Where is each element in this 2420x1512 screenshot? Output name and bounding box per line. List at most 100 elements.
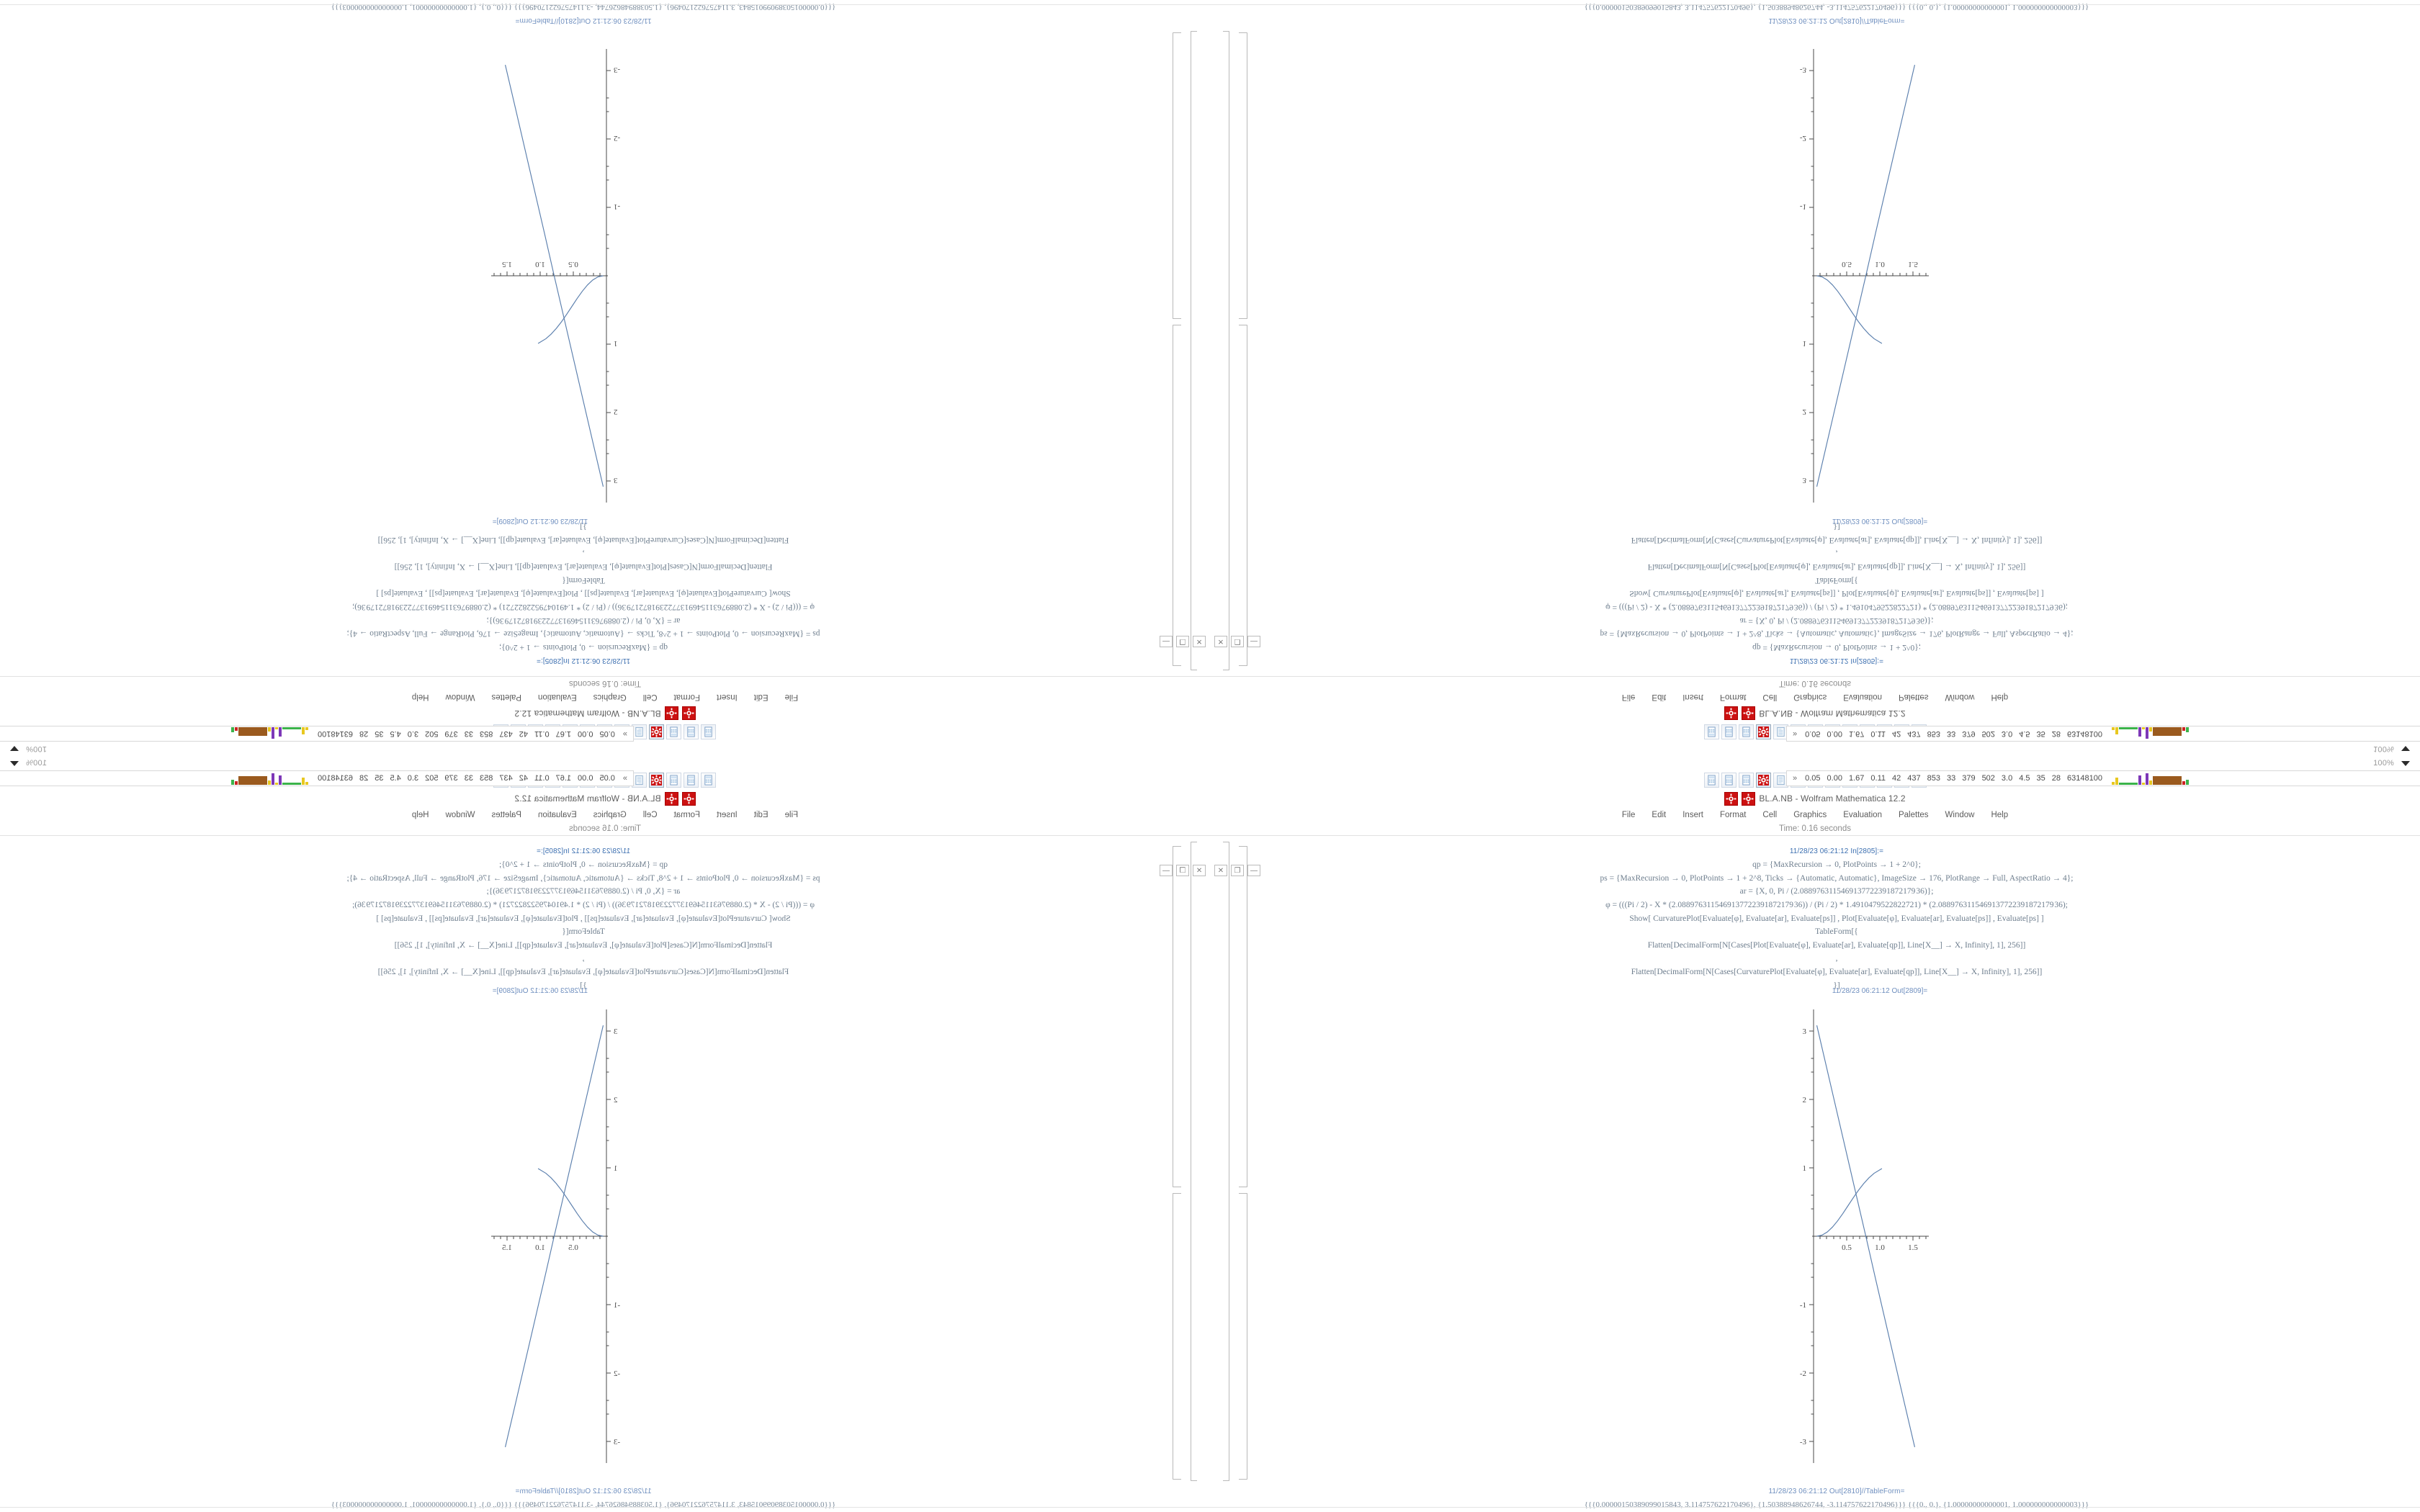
mathematica-kernel-icon[interactable]: [1724, 706, 1739, 721]
menu-item-graphics[interactable]: Graphics: [593, 811, 627, 819]
menu-item-edit[interactable]: Edit: [1652, 811, 1667, 819]
notebook-canvas[interactable]: ✕ ❐ — 11/28/23 06:21:12 In[2805]:= qp = …: [0, 0, 1210, 677]
taskbar-button-calculator-window-2[interactable]: [684, 772, 699, 788]
menu-item-file[interactable]: File: [784, 811, 799, 819]
menu-item-graphics[interactable]: Graphics: [1793, 811, 1827, 819]
cell-bracket-output[interactable]: [1173, 32, 1181, 319]
taskbar-button-calculator-window[interactable]: [701, 724, 717, 740]
curvature-plot[interactable]: 3 2 1 -1 -2 -3: [432, 40, 648, 516]
notebook-bracket[interactable]: [1191, 31, 1197, 670]
menu-item-insert[interactable]: Insert: [717, 811, 738, 819]
taskbar-button-calculator-window-2[interactable]: [1721, 724, 1736, 740]
input-cell[interactable]: 11/28/23 06:21:12 In[2805]:= qp = {MaxRe…: [22, 847, 1145, 992]
output-plot-cell[interactable]: 11/28/23 06:21:12 Out[2809]=: [1275, 40, 2420, 525]
menu-item-window[interactable]: Window: [1945, 811, 1975, 819]
tray-caret-icon[interactable]: [10, 746, 19, 752]
notebook-bracket[interactable]: [1223, 842, 1229, 1481]
mathematica-notebook-icon[interactable]: [1742, 791, 1756, 806]
chevron-expand-icon[interactable]: »: [1793, 729, 1798, 738]
taskbar-button-calculator-window-2[interactable]: [684, 724, 699, 740]
taskbar-button-mathematica-gear[interactable]: [649, 724, 665, 740]
menu-item-file[interactable]: File: [1621, 693, 1636, 701]
menu-item-palettes[interactable]: Palettes: [1898, 693, 1929, 701]
menu-item-graphics[interactable]: Graphics: [593, 693, 627, 701]
output-table-cell[interactable]: 11/28/23 06:21:12 Out[2810]//TableForm= …: [1275, 1488, 2398, 1512]
chevron-expand-icon[interactable]: »: [622, 774, 627, 783]
taskbar-button-mathematica-gear[interactable]: [1755, 772, 1771, 788]
menu-item-window[interactable]: Window: [445, 811, 475, 819]
mathematica-kernel-icon[interactable]: [681, 791, 696, 806]
notebook-canvas[interactable]: ✕ ❐ — 11/28/23 06:21:12 In[2805]:= qp = …: [0, 835, 1210, 1512]
menu-item-evaluation[interactable]: Evaluation: [538, 693, 577, 701]
menu-item-cell[interactable]: Cell: [642, 693, 658, 701]
notebook-canvas[interactable]: ✕ ❐ — 11/28/23 06:21:12 In[2805]:= qp = …: [1210, 835, 2420, 1512]
menu-item-evaluation[interactable]: Evaluation: [538, 811, 577, 819]
mathematica-notebook-icon[interactable]: [664, 706, 678, 721]
chevron-expand-icon[interactable]: »: [1793, 774, 1798, 783]
menu-item-cell[interactable]: Cell: [1762, 693, 1778, 701]
menu-item-help[interactable]: Help: [411, 811, 429, 819]
curvature-plot[interactable]: 3 2 1 -1 -2 -3: [1772, 996, 1988, 1472]
taskbar-button-calculator-window-3[interactable]: [1738, 724, 1754, 740]
taskbar-button-calculator-window-3[interactable]: [666, 724, 682, 740]
menu-item-file[interactable]: File: [1621, 811, 1636, 819]
menu-item-edit[interactable]: Edit: [1652, 693, 1667, 701]
menu-item-edit[interactable]: Edit: [753, 811, 768, 819]
restore-icon[interactable]: ❐: [1231, 865, 1244, 876]
minimize-icon[interactable]: —: [1247, 865, 1260, 876]
cell-bracket-input[interactable]: [1239, 846, 1247, 1187]
input-cell[interactable]: 11/28/23 06:21:12 In[2805]:= qp = {MaxRe…: [1275, 520, 2398, 665]
tray-caret-icon[interactable]: [2401, 760, 2410, 766]
taskbar-button-document-window[interactable]: [632, 772, 647, 788]
tray-caret-icon[interactable]: [2401, 746, 2410, 752]
curvature-plot[interactable]: 3 2 1 -1 -2 -3: [432, 996, 648, 1472]
taskbar-button-calculator-window-3[interactable]: [1738, 772, 1754, 788]
menu-item-palettes[interactable]: Palettes: [1898, 811, 1929, 819]
tray-caret-icon[interactable]: [10, 760, 19, 766]
menu-item-evaluation[interactable]: Evaluation: [1843, 811, 1882, 819]
menu-item-format[interactable]: Format: [673, 811, 700, 819]
output-plot-cell[interactable]: 11/28/23 06:21:12 Out[2809]=: [0, 40, 1145, 525]
menu-item-format[interactable]: Format: [1720, 693, 1747, 701]
menu-item-insert[interactable]: Insert: [1682, 693, 1703, 701]
input-cell-code[interactable]: qp = {MaxRecursion → 0, PlotPoints → 1 +…: [1275, 858, 2398, 992]
menu-item-help[interactable]: Help: [1991, 811, 2009, 819]
taskbar-button-calculator-window-3[interactable]: [666, 772, 682, 788]
taskbar-button-calculator-window-2[interactable]: [1721, 772, 1736, 788]
mathematica-kernel-icon[interactable]: [681, 706, 696, 721]
menu-item-palettes[interactable]: Palettes: [491, 811, 522, 819]
menu-item-insert[interactable]: Insert: [1682, 811, 1703, 819]
menu-item-file[interactable]: File: [784, 693, 799, 701]
input-cell-code[interactable]: qp = {MaxRecursion → 0, PlotPoints → 1 +…: [22, 858, 1145, 992]
close-icon[interactable]: ✕: [1214, 865, 1227, 876]
output-table-cell[interactable]: 11/28/23 06:21:12 Out[2810]//TableForm= …: [22, 1488, 1145, 1512]
output-plot-cell[interactable]: 11/28/23 06:21:12 Out[2809]=: [0, 987, 1145, 1472]
cell-bracket-input[interactable]: [1173, 846, 1181, 1187]
cell-bracket-output[interactable]: [1239, 32, 1247, 319]
taskbar-button-calculator-window[interactable]: [1703, 724, 1719, 740]
menu-item-help[interactable]: Help: [1991, 693, 2009, 701]
menu-item-help[interactable]: Help: [411, 693, 429, 701]
cell-bracket-input[interactable]: [1173, 325, 1181, 666]
mathematica-notebook-icon[interactable]: [664, 791, 678, 806]
notebook-canvas[interactable]: ✕ ❐ — 11/28/23 06:21:12 In[2805]:= qp = …: [1210, 0, 2420, 677]
menu-item-graphics[interactable]: Graphics: [1793, 693, 1827, 701]
menu-item-cell[interactable]: Cell: [1762, 811, 1778, 819]
menu-item-edit[interactable]: Edit: [753, 693, 768, 701]
taskbar-button-document-window[interactable]: [1773, 724, 1788, 740]
taskbar-button-calculator-window[interactable]: [701, 772, 717, 788]
taskbar-button-calculator-window[interactable]: [1703, 772, 1719, 788]
cell-bracket-output[interactable]: [1173, 1193, 1181, 1480]
cell-bracket-output[interactable]: [1239, 1193, 1247, 1480]
menu-item-format[interactable]: Format: [1720, 811, 1747, 819]
menu-item-window[interactable]: Window: [1945, 693, 1975, 701]
taskbar-button-mathematica-gear[interactable]: [649, 772, 665, 788]
mathematica-kernel-icon[interactable]: [1724, 791, 1739, 806]
input-cell-code[interactable]: qp = {MaxRecursion → 0, PlotPoints → 1 +…: [1275, 520, 2398, 654]
chevron-expand-icon[interactable]: »: [622, 729, 627, 738]
menu-item-cell[interactable]: Cell: [642, 811, 658, 819]
curvature-plot[interactable]: 3 2 1 -1 -2 -3: [1772, 40, 1988, 516]
menu-item-palettes[interactable]: Palettes: [491, 693, 522, 701]
output-plot-cell[interactable]: 11/28/23 06:21:12 Out[2809]=: [1275, 987, 2420, 1472]
menu-item-window[interactable]: Window: [445, 693, 475, 701]
